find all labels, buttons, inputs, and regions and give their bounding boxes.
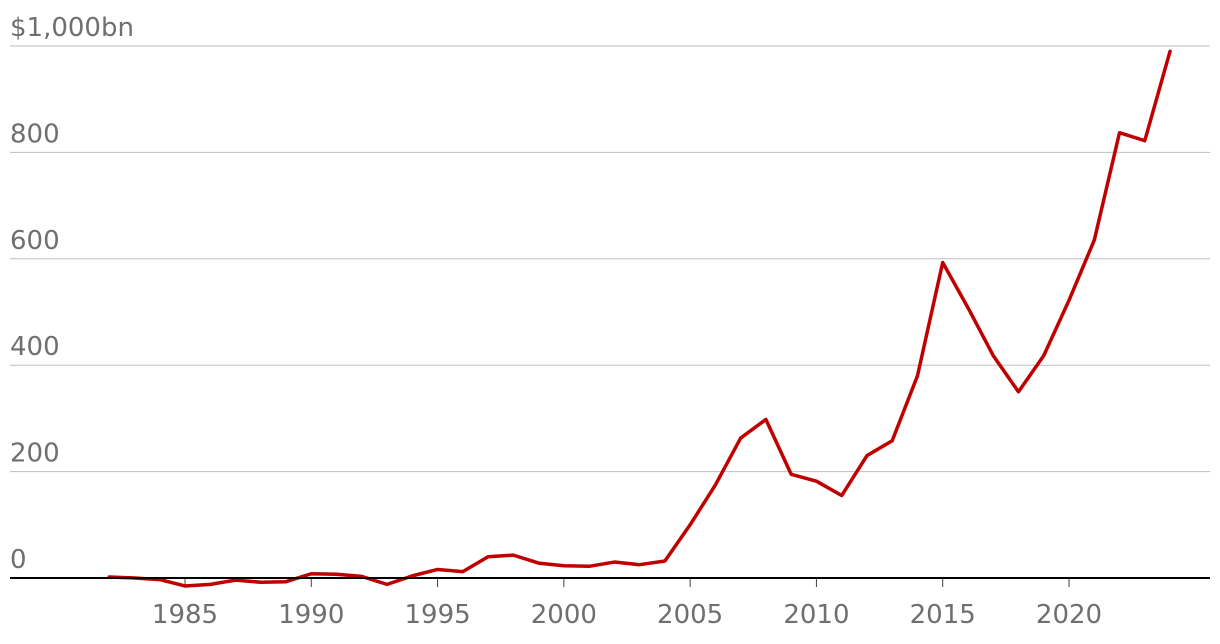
y-axis-tick-labels: 0 200 400 600 800 $1,000bn xyxy=(10,13,134,575)
y-tick-label: $1,000bn xyxy=(10,13,134,43)
x-tick-label: 2010 xyxy=(783,600,849,630)
x-tick-label: 1990 xyxy=(278,600,344,630)
y-tick-label: 0 xyxy=(10,545,27,575)
x-tick-label: 1995 xyxy=(404,600,470,630)
y-tick-label: 400 xyxy=(10,332,60,362)
x-tick-label: 2000 xyxy=(531,600,597,630)
x-axis-tick-labels: 1985 1990 1995 2000 2005 2010 2015 2020 xyxy=(152,600,1102,630)
gridlines xyxy=(10,45,1210,473)
series-lines xyxy=(107,49,1172,588)
x-axis-ticks xyxy=(184,578,1070,587)
x-tick-label: 2005 xyxy=(657,600,723,630)
x-tick-label: 2020 xyxy=(1036,600,1102,630)
x-tick-label: 1985 xyxy=(152,600,218,630)
y-tick-label: 800 xyxy=(10,119,60,149)
y-tick-label: 600 xyxy=(10,226,60,256)
series-line-0 xyxy=(107,49,1172,588)
y-tick-label: 200 xyxy=(10,439,60,469)
x-tick-label: 2015 xyxy=(910,600,976,630)
